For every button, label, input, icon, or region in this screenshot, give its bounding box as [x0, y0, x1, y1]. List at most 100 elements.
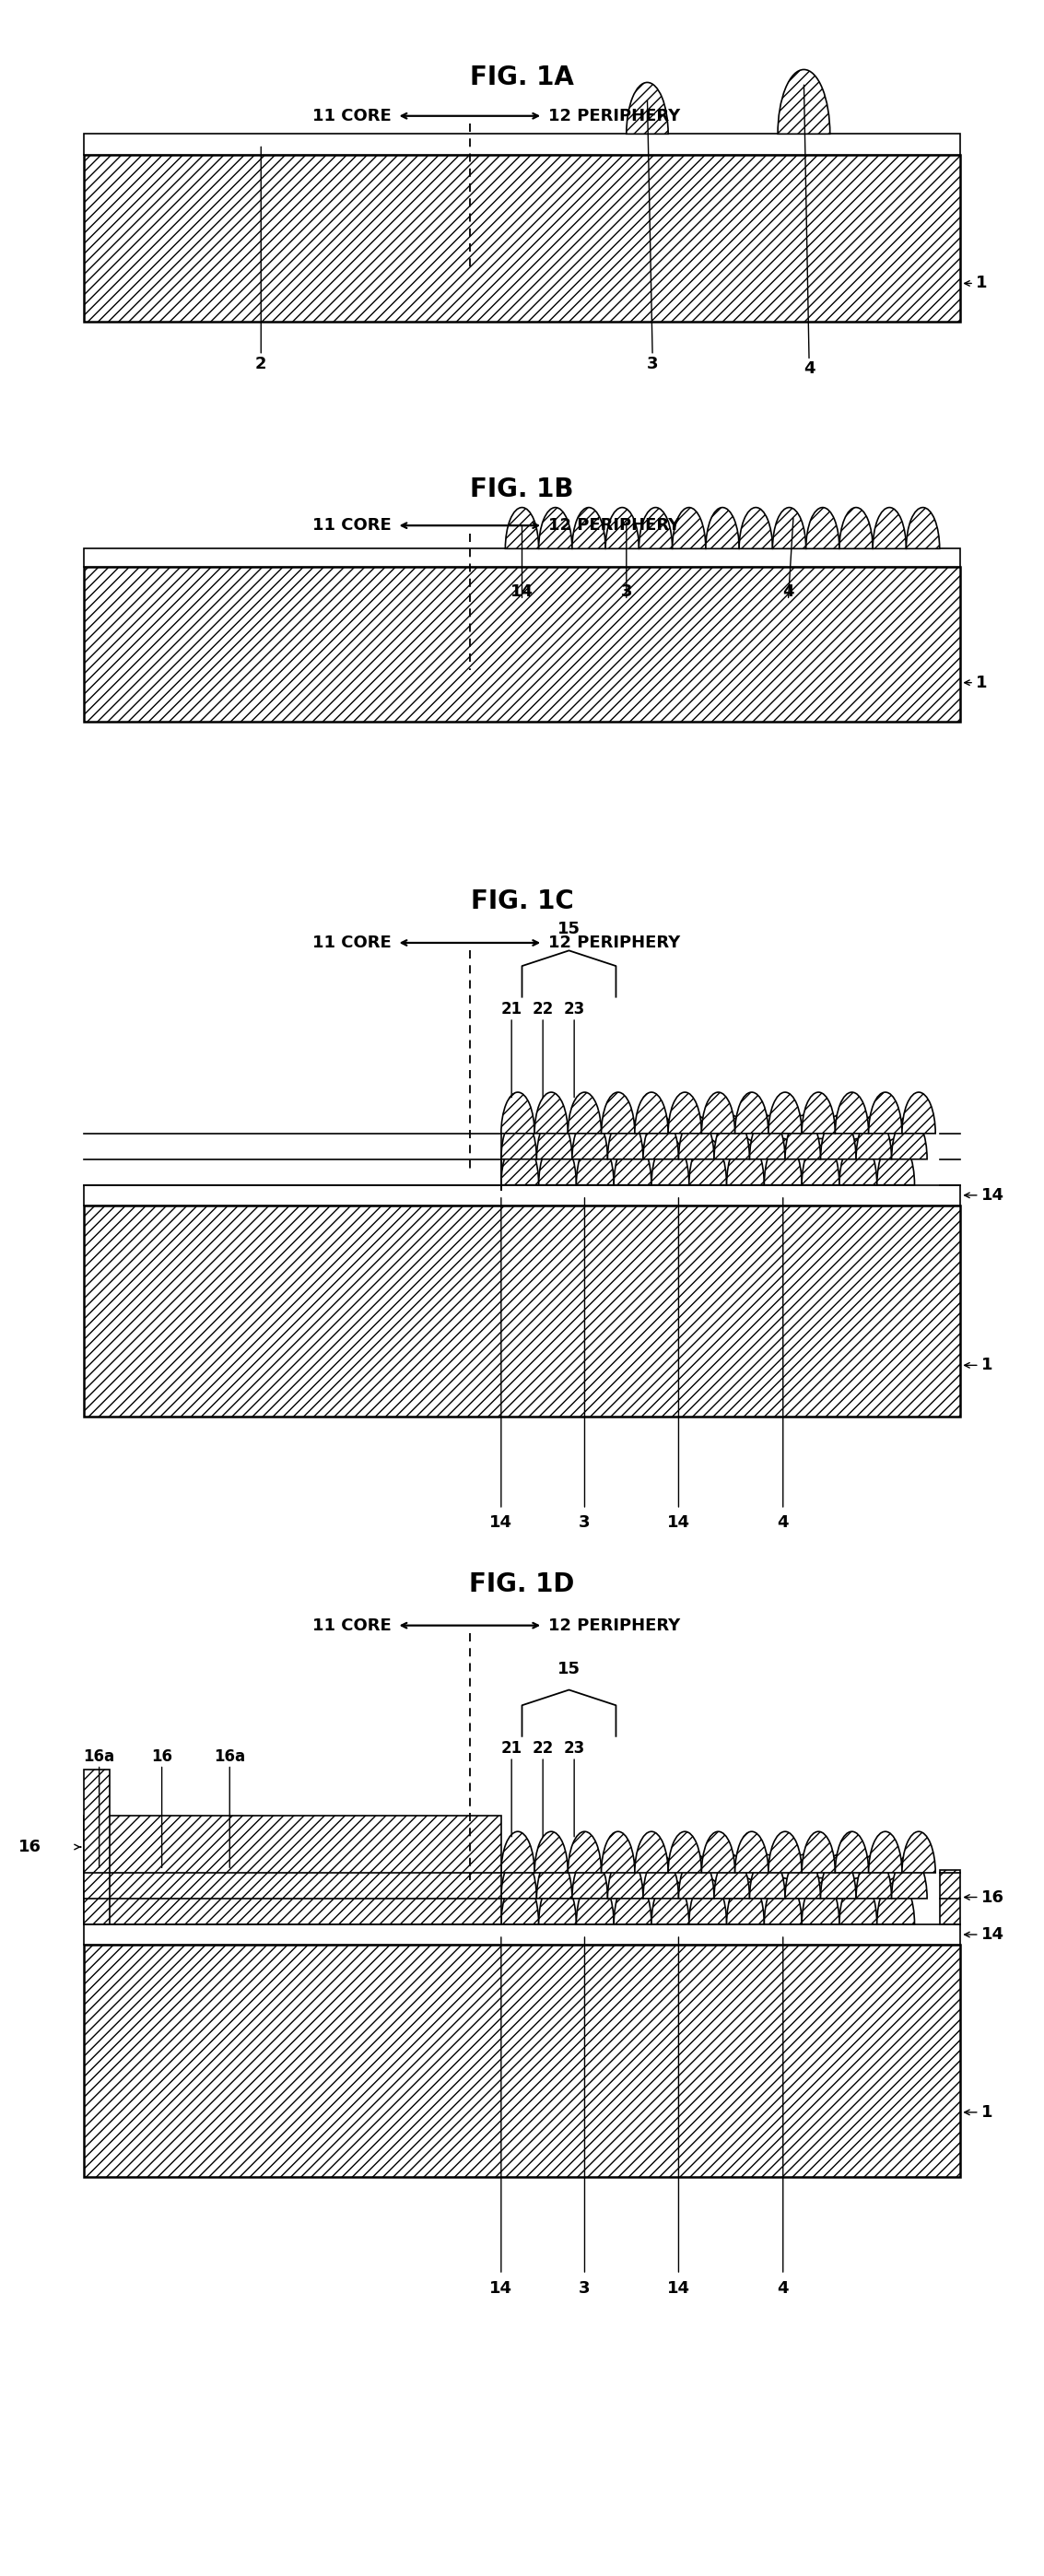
Text: 16a: 16a — [84, 1749, 115, 1765]
Wedge shape — [643, 1855, 679, 1899]
Wedge shape — [501, 1139, 539, 1185]
Bar — [84, 1185, 960, 1206]
Wedge shape — [839, 507, 873, 549]
Wedge shape — [635, 1092, 668, 1133]
Bar — [84, 1945, 960, 2177]
Wedge shape — [626, 82, 668, 134]
Text: 12 PERIPHERY: 12 PERIPHERY — [548, 935, 680, 951]
Bar — [84, 549, 960, 567]
Bar — [84, 567, 960, 721]
Bar — [940, 1870, 960, 1924]
Text: 12 PERIPHERY: 12 PERIPHERY — [548, 518, 680, 533]
Wedge shape — [689, 1139, 727, 1185]
Wedge shape — [706, 507, 739, 549]
Bar — [84, 155, 960, 322]
Wedge shape — [750, 1115, 785, 1159]
Text: 22: 22 — [532, 1741, 553, 1757]
Bar — [84, 1945, 960, 2177]
Text: 21: 21 — [501, 1741, 522, 1757]
Wedge shape — [572, 1855, 608, 1899]
Wedge shape — [906, 507, 940, 549]
Text: 11 CORE: 11 CORE — [312, 108, 392, 124]
Wedge shape — [768, 1092, 802, 1133]
Wedge shape — [869, 1832, 902, 1873]
Text: 23: 23 — [564, 1741, 585, 1757]
Text: 3: 3 — [578, 1515, 591, 1530]
Wedge shape — [778, 70, 830, 134]
Wedge shape — [572, 507, 606, 549]
Wedge shape — [651, 1139, 689, 1185]
Wedge shape — [501, 1878, 539, 1924]
Wedge shape — [643, 1115, 679, 1159]
Wedge shape — [735, 1092, 768, 1133]
Text: FIG. 1D: FIG. 1D — [470, 1571, 574, 1597]
Wedge shape — [501, 1832, 535, 1873]
Wedge shape — [672, 507, 706, 549]
Text: 16: 16 — [981, 1888, 1004, 1906]
Wedge shape — [839, 1878, 877, 1924]
Wedge shape — [768, 1832, 802, 1873]
Wedge shape — [869, 1092, 902, 1133]
Text: 14: 14 — [667, 1515, 690, 1530]
Text: 16: 16 — [19, 1839, 42, 1855]
Wedge shape — [568, 1092, 601, 1133]
Wedge shape — [873, 507, 906, 549]
Wedge shape — [537, 1855, 572, 1899]
Wedge shape — [821, 1115, 856, 1159]
Wedge shape — [785, 1855, 821, 1899]
Wedge shape — [668, 1832, 702, 1873]
Wedge shape — [802, 1878, 839, 1924]
Text: 14: 14 — [511, 585, 533, 600]
Bar — [84, 1206, 960, 1417]
Text: FIG. 1C: FIG. 1C — [471, 889, 573, 914]
Text: 14: 14 — [490, 2280, 513, 2295]
Text: 14: 14 — [667, 2280, 690, 2295]
Bar — [84, 567, 960, 721]
Wedge shape — [750, 1855, 785, 1899]
Wedge shape — [877, 1139, 915, 1185]
Wedge shape — [606, 507, 639, 549]
Wedge shape — [635, 1832, 668, 1873]
Text: 21: 21 — [501, 1002, 522, 1018]
Text: 2: 2 — [255, 355, 267, 371]
Wedge shape — [572, 1115, 608, 1159]
Wedge shape — [806, 507, 839, 549]
Text: 1: 1 — [981, 2105, 993, 2120]
Text: 15: 15 — [557, 922, 580, 938]
Text: 16a: 16a — [214, 1749, 245, 1765]
Wedge shape — [568, 1832, 601, 1873]
Wedge shape — [639, 507, 672, 549]
Text: 22: 22 — [532, 1002, 553, 1018]
Wedge shape — [576, 1878, 614, 1924]
Text: 14: 14 — [981, 1927, 1004, 1942]
Bar — [940, 1870, 960, 1924]
Wedge shape — [902, 1092, 935, 1133]
Wedge shape — [821, 1855, 856, 1899]
Bar — [84, 1924, 960, 1945]
Wedge shape — [835, 1092, 869, 1133]
Wedge shape — [727, 1139, 764, 1185]
Text: 3: 3 — [620, 585, 633, 600]
Bar — [84, 134, 960, 155]
Text: 16: 16 — [151, 1749, 172, 1765]
Wedge shape — [608, 1855, 643, 1899]
Text: 11 CORE: 11 CORE — [312, 1618, 392, 1633]
Wedge shape — [535, 1832, 568, 1873]
Wedge shape — [802, 1139, 839, 1185]
Bar — [84, 155, 960, 322]
Wedge shape — [679, 1115, 714, 1159]
Bar — [84, 1816, 501, 1924]
Wedge shape — [714, 1115, 750, 1159]
Wedge shape — [892, 1855, 927, 1899]
Text: 12 PERIPHERY: 12 PERIPHERY — [548, 1618, 680, 1633]
Wedge shape — [668, 1092, 702, 1133]
Text: 1: 1 — [976, 276, 988, 291]
Text: 4: 4 — [803, 361, 815, 376]
Bar — [84, 1206, 960, 1417]
Text: FIG. 1A: FIG. 1A — [470, 64, 574, 90]
Wedge shape — [537, 1115, 572, 1159]
Wedge shape — [539, 1139, 576, 1185]
Text: 3: 3 — [578, 2280, 591, 2295]
Text: 4: 4 — [782, 585, 794, 600]
Wedge shape — [501, 1115, 537, 1159]
